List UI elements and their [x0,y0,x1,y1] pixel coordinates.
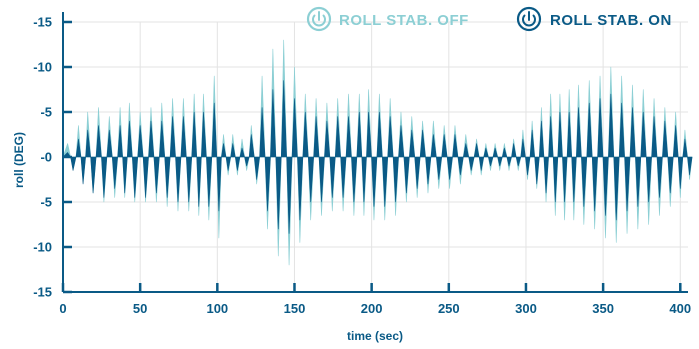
power-icon [306,6,332,32]
legend-item-roll-stab-on: ROLL STAB. ON [516,6,672,32]
y-axis-title: roll (DEG) [12,132,26,188]
y-tick-label: -5 [40,105,52,120]
power-icon-ring [516,6,542,32]
legend-label: ROLL STAB. ON [550,12,672,29]
x-tick-label: 400 [669,301,691,316]
power-icon-arc [312,14,326,27]
power-icon-ring [306,6,332,32]
x-tick-label: 350 [592,301,614,316]
x-tick-label: 150 [284,301,306,316]
x-tick-label: 100 [206,301,228,316]
axes: 0 50 100 150 200 250 300 350 400 -15 -10 -5 -0 -5 -10 -… [33,12,691,316]
series-layer [62,39,693,266]
legend: ROLL STAB. OFF ROLL STAB. ON [306,6,672,32]
x-tick-label: 50 [133,301,147,316]
y-tick-label: -0 [40,150,52,165]
x-tick-label: 200 [361,301,383,316]
series-roll-stab-on [62,80,693,234]
x-tick-label: 0 [59,301,66,316]
legend-label: ROLL STAB. OFF [339,12,469,29]
x-tick-label: 300 [515,301,537,316]
y-tick-label: -10 [33,60,52,75]
x-axis-title: time (sec) [347,329,403,343]
y-tick-label: -15 [33,15,52,30]
y-tick-label: -10 [33,240,52,255]
y-tick-label: -15 [33,285,52,300]
legend-item-roll-stab-off: ROLL STAB. OFF [306,6,469,32]
power-icon [516,6,542,32]
power-icon-arc [522,14,536,27]
y-tick-label: -5 [40,195,52,210]
x-tick-label: 250 [438,301,460,316]
